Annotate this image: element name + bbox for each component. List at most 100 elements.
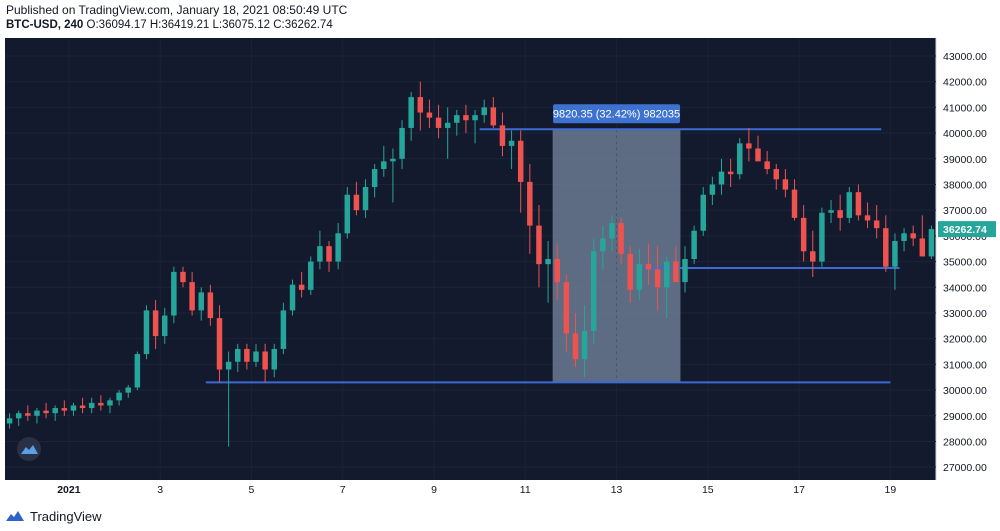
- candle-body: [481, 107, 487, 116]
- candle-body: [6, 418, 13, 424]
- candle-body: [864, 215, 871, 221]
- y-tick-label: 39000.00: [943, 154, 987, 166]
- candle-body: [61, 408, 68, 411]
- y-tick-label: 31000.00: [943, 359, 987, 371]
- y-tick-label: 38000.00: [943, 179, 987, 191]
- footer: TradingView: [6, 506, 102, 526]
- candle-body: [34, 410, 40, 416]
- candle-body: [581, 330, 588, 360]
- candle-body: [618, 223, 624, 254]
- tradingview-watermark-icon: [17, 437, 41, 461]
- candle-body: [545, 259, 551, 265]
- candle-body: [645, 264, 652, 270]
- symbol-interval: BTC-USD, 240: [6, 19, 84, 31]
- chart-header: Published on TradingView.com, January 18…: [6, 3, 347, 33]
- x-tick-label: 15: [702, 484, 714, 496]
- x-axis-labels: 2021 3 5 7 9 11 13 15 17 19: [57, 484, 896, 496]
- candle-body: [317, 246, 323, 262]
- candle-body: [362, 187, 369, 211]
- candle-body: [563, 282, 570, 334]
- x-tick-label: 5: [249, 484, 255, 496]
- candle-body: [107, 400, 113, 406]
- candle-body: [408, 97, 414, 128]
- candle-body: [554, 259, 560, 283]
- candle-body: [125, 387, 131, 393]
- measure-range: [552, 129, 681, 383]
- tradingview-logo-icon: [6, 511, 24, 521]
- y-tick-label: 27000.00: [943, 462, 987, 474]
- y-tick-label: 40000.00: [943, 128, 987, 140]
- y-tick-label: 37000.00: [943, 205, 987, 217]
- x-tick-label: 7: [340, 484, 346, 496]
- y-tick-label: 42000.00: [943, 77, 987, 89]
- candle-body: [390, 158, 396, 162]
- candle-body: [664, 261, 670, 288]
- candle-body: [244, 348, 250, 362]
- candle-body: [764, 161, 770, 170]
- candle-body: [846, 192, 853, 218]
- y-tick-label: 29000.00: [943, 411, 987, 423]
- published-line: Published on TradingView.com, January 18…: [6, 3, 348, 17]
- candle-body: [901, 233, 907, 242]
- candle-body: [298, 284, 305, 290]
- candle-body: [819, 212, 825, 262]
- footer-brand: TradingView: [30, 508, 102, 524]
- candle-body: [143, 310, 150, 355]
- candle-body: [755, 148, 761, 162]
- candle-body: [673, 261, 679, 283]
- candle-body: [536, 225, 542, 265]
- chart-svg[interactable]: 9820.35 (32.42%) 982035 27000.00 28000.00…: [5, 38, 997, 501]
- price-axis[interactable]: [936, 38, 997, 500]
- candle-body: [609, 223, 615, 239]
- candle-body: [828, 210, 834, 213]
- candle-body: [52, 408, 58, 414]
- candle-body: [399, 127, 405, 159]
- candle-body: [928, 229, 935, 257]
- time-axis[interactable]: [5, 480, 936, 500]
- price-chart[interactable]: 9820.35 (32.42%) 982035 27000.00 28000.00…: [5, 38, 997, 501]
- candle-body: [189, 282, 195, 311]
- candle-body: [180, 271, 186, 283]
- candle-body: [444, 122, 451, 128]
- candle-body: [773, 169, 780, 180]
- x-tick-label: 13: [611, 484, 623, 496]
- candle-body: [253, 351, 259, 362]
- x-tick-label: 9: [431, 484, 437, 496]
- candle-body: [636, 264, 643, 290]
- candle-body: [600, 238, 606, 252]
- candle-body: [682, 259, 688, 283]
- candle-body: [892, 241, 898, 267]
- candle-body: [225, 361, 232, 370]
- last-price-badge-box: [938, 221, 996, 238]
- candle-body: [691, 230, 697, 259]
- x-tick-label: 19: [885, 484, 897, 496]
- candle-body: [98, 402, 104, 406]
- candle-body: [800, 217, 807, 252]
- candle-body: [371, 169, 378, 188]
- candle-body: [43, 410, 49, 414]
- candle-body: [25, 413, 31, 416]
- candle-body: [727, 171, 734, 175]
- x-tick-label: 11: [520, 484, 531, 496]
- candle-body: [417, 97, 424, 113]
- candle-body: [235, 348, 241, 362]
- candle-body: [207, 292, 214, 319]
- candle-body: [919, 238, 926, 257]
- candle-body: [508, 140, 515, 146]
- y-tick-label: 41000.00: [943, 102, 987, 114]
- candle-body: [873, 220, 880, 229]
- candle-body: [216, 318, 223, 370]
- candle-body: [289, 284, 296, 311]
- candle-body: [198, 292, 204, 311]
- candle-body: [527, 181, 533, 226]
- candle-body: [454, 115, 460, 123]
- candle-body: [435, 117, 442, 128]
- candle-body: [499, 125, 506, 146]
- candle-body: [709, 184, 716, 195]
- candle-body: [590, 251, 597, 331]
- candle-body: [152, 310, 159, 337]
- candle-body: [381, 161, 387, 170]
- measure-label-box: [553, 104, 681, 124]
- last-price-badge-text: 36262.74: [943, 224, 987, 236]
- measure-label-text: 9820.35 (32.42%) 982035: [553, 109, 680, 121]
